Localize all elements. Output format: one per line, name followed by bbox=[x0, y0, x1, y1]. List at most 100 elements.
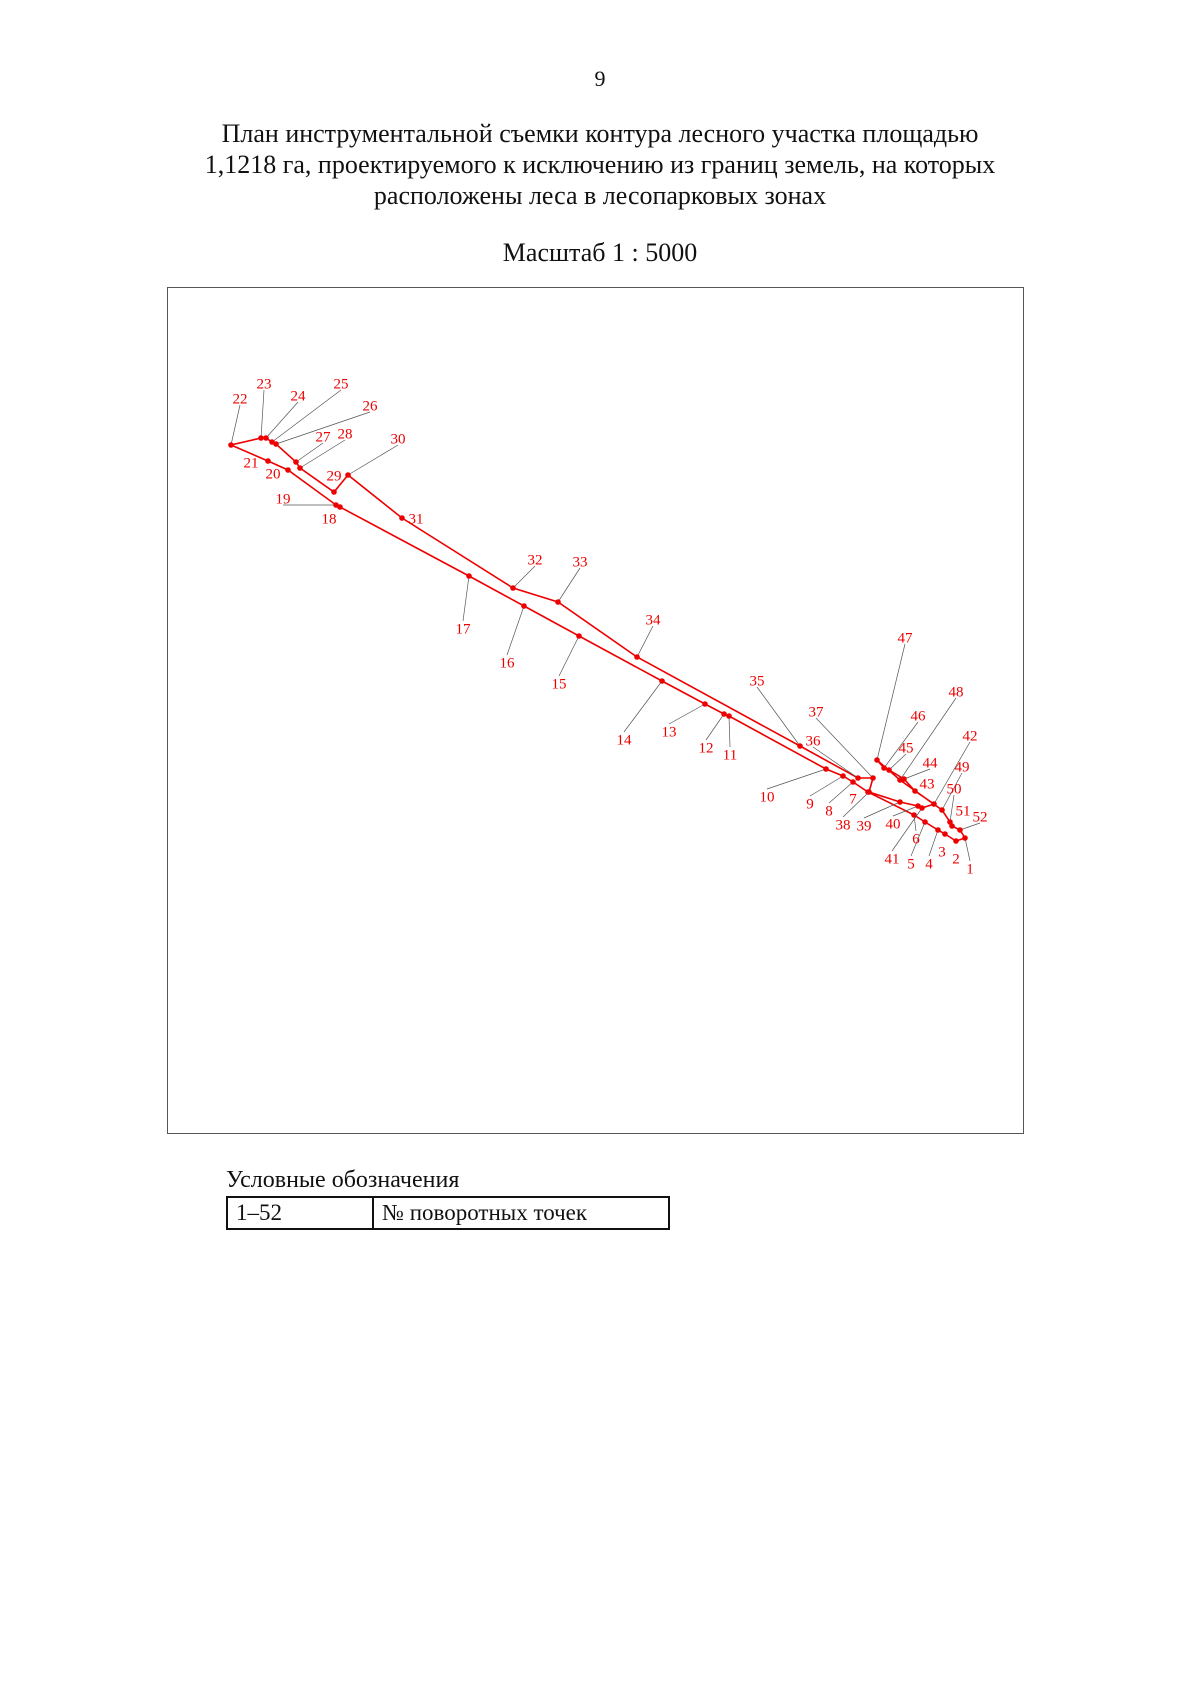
point-label: 41 bbox=[885, 851, 900, 867]
point-label: 43 bbox=[920, 776, 935, 792]
turn-point bbox=[265, 458, 271, 464]
turn-point bbox=[702, 701, 708, 707]
point-label: 18 bbox=[322, 511, 337, 527]
leader-line bbox=[462, 575, 470, 622]
turn-point bbox=[634, 654, 640, 660]
turn-point bbox=[823, 766, 829, 772]
point-label: 14 bbox=[617, 732, 633, 748]
point-label: 6 bbox=[912, 831, 920, 847]
point-label: 34 bbox=[646, 612, 662, 628]
turn-point bbox=[555, 599, 561, 605]
turn-point bbox=[521, 603, 527, 609]
turn-point bbox=[911, 812, 917, 818]
turn-point bbox=[897, 777, 903, 783]
leader-line bbox=[949, 794, 955, 823]
turn-point bbox=[897, 799, 903, 805]
turn-point bbox=[939, 807, 945, 813]
point-label: 10 bbox=[760, 789, 775, 805]
turn-point bbox=[576, 633, 582, 639]
leader-line bbox=[892, 805, 919, 817]
turn-point bbox=[345, 472, 351, 478]
point-label: 32 bbox=[528, 552, 543, 568]
turn-point bbox=[258, 435, 264, 441]
point-label: 26 bbox=[363, 398, 379, 414]
turn-point bbox=[399, 515, 405, 521]
leader-line bbox=[964, 837, 971, 862]
title-line: План инструментальной съемки контура лес… bbox=[221, 119, 979, 148]
point-label: 31 bbox=[409, 511, 424, 527]
leader-line bbox=[728, 715, 731, 748]
turn-point bbox=[850, 779, 856, 785]
point-label: 3 bbox=[938, 844, 946, 860]
point-label: 8 bbox=[825, 803, 833, 819]
point-label: 11 bbox=[723, 747, 737, 763]
page-number: 9 bbox=[594, 66, 606, 91]
scale: Масштаб 1 : 5000 bbox=[502, 238, 698, 267]
leader-line bbox=[883, 721, 919, 769]
map: 1234567891011121314151617181920212223242… bbox=[167, 287, 1024, 1134]
point-label: 19 bbox=[276, 491, 291, 507]
point-label: 42 bbox=[963, 728, 978, 744]
leader-line bbox=[941, 772, 963, 811]
point-label: 47 bbox=[898, 630, 914, 646]
point-label: 46 bbox=[911, 708, 927, 724]
turn-point bbox=[881, 765, 887, 771]
turn-point bbox=[659, 678, 665, 684]
turn-point bbox=[285, 467, 291, 473]
point-label: 49 bbox=[955, 759, 970, 775]
turn-point bbox=[273, 441, 279, 447]
legend-cell: 1–52 bbox=[226, 1196, 374, 1230]
leader-line bbox=[809, 775, 844, 797]
leader-line bbox=[265, 401, 299, 439]
leader-line bbox=[959, 822, 981, 831]
leader-line bbox=[558, 635, 580, 677]
point-label: 13 bbox=[662, 724, 677, 740]
leader-line bbox=[623, 680, 663, 733]
map-frame bbox=[167, 287, 1024, 1134]
point-label: 4 bbox=[925, 856, 933, 872]
leader-line bbox=[636, 625, 654, 658]
point-label: 36 bbox=[806, 733, 822, 749]
turn-point bbox=[870, 775, 876, 781]
leader-line bbox=[903, 768, 931, 780]
point-label: 48 bbox=[949, 684, 964, 700]
legend-caption: Условные обозначения bbox=[226, 1167, 460, 1193]
point-label: 50 bbox=[947, 781, 962, 797]
point-label: 20 bbox=[266, 466, 281, 482]
leader-line bbox=[705, 713, 725, 741]
point-label: 35 bbox=[750, 673, 765, 689]
turn-point bbox=[510, 585, 516, 591]
point-label: 30 bbox=[391, 431, 406, 447]
leader-line bbox=[230, 404, 241, 446]
leader-line bbox=[766, 768, 827, 790]
turn-point bbox=[797, 743, 803, 749]
point-label: 51 bbox=[956, 803, 971, 819]
leader-line bbox=[506, 605, 525, 656]
leader-line bbox=[828, 781, 854, 804]
point-label: 7 bbox=[849, 791, 857, 807]
leader-line bbox=[260, 389, 265, 439]
point-label: 38 bbox=[836, 817, 851, 833]
leader-line bbox=[863, 801, 901, 819]
leader-line bbox=[928, 829, 939, 857]
turn-point bbox=[331, 489, 337, 495]
leader-line bbox=[347, 444, 399, 476]
leader-line bbox=[512, 565, 536, 589]
point-label: 22 bbox=[233, 391, 248, 407]
point-label: 40 bbox=[886, 816, 901, 832]
point-label: 15 bbox=[552, 676, 567, 692]
leader-line bbox=[557, 567, 581, 603]
title-line: 1,1218 га, проектируемого к исключению и… bbox=[204, 150, 996, 179]
point-label: 24 bbox=[291, 388, 307, 404]
leader-line bbox=[899, 697, 957, 781]
leader-line bbox=[933, 741, 971, 805]
turn-point bbox=[942, 831, 948, 837]
point-label: 23 bbox=[257, 376, 272, 392]
point-label: 39 bbox=[857, 818, 872, 834]
point-label: 5 bbox=[907, 856, 915, 872]
turn-point bbox=[466, 573, 472, 579]
legend-cell: № поворотных точек bbox=[372, 1196, 670, 1230]
point-label: 52 bbox=[973, 809, 988, 825]
turn-point bbox=[333, 502, 339, 508]
